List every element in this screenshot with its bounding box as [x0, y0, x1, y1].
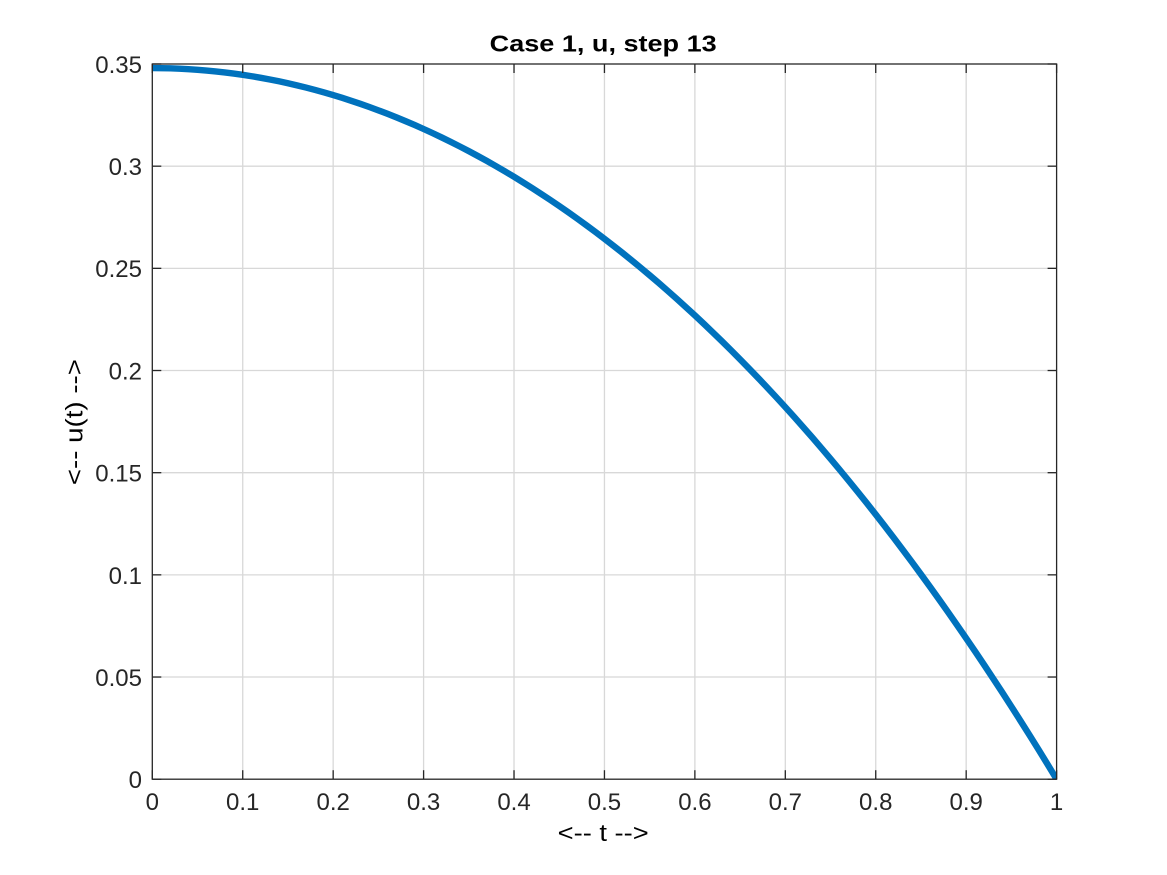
svg-text:0.4: 0.4 [497, 789, 530, 816]
svg-text:0.3: 0.3 [407, 789, 440, 816]
svg-text:0.2: 0.2 [109, 358, 142, 385]
svg-text:0.15: 0.15 [95, 461, 142, 488]
svg-text:0.25: 0.25 [95, 256, 142, 283]
svg-text:0.8: 0.8 [859, 789, 892, 816]
svg-text:1: 1 [1050, 789, 1063, 816]
svg-text:0: 0 [146, 789, 159, 816]
svg-text:0.2: 0.2 [316, 789, 349, 816]
svg-text:0.3: 0.3 [109, 154, 142, 181]
svg-text:0.35: 0.35 [95, 52, 142, 79]
svg-text:0.7: 0.7 [769, 789, 802, 816]
svg-text:0.5: 0.5 [588, 789, 621, 816]
svg-text:0.1: 0.1 [109, 563, 142, 590]
svg-text:0.1: 0.1 [226, 789, 259, 816]
svg-text:0.05: 0.05 [95, 665, 142, 692]
svg-text:Case 1, u, step 13: Case 1, u, step 13 [490, 31, 717, 57]
svg-text:0.6: 0.6 [678, 789, 711, 816]
svg-text:<-- u(t) -->: <-- u(t) --> [62, 359, 89, 485]
svg-text:0.9: 0.9 [949, 789, 982, 816]
svg-text:0: 0 [129, 767, 142, 794]
svg-text:<-- t -->: <-- t --> [558, 820, 649, 847]
